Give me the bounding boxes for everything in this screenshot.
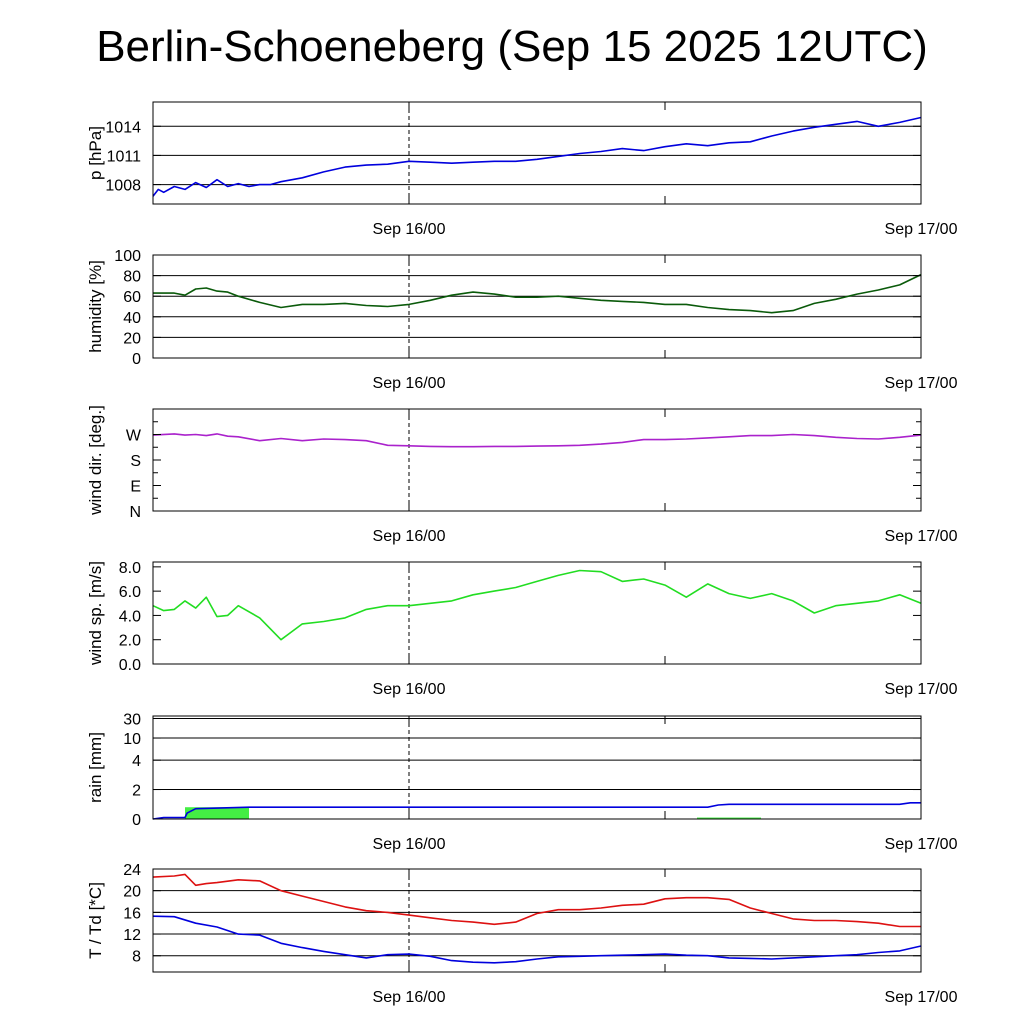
humidity-ytick-label-0: 0 (132, 351, 141, 368)
wind-speed-panel-frame (152, 561, 922, 665)
rain-series-line-0 (152, 801, 921, 820)
humidity-panel-frame (152, 254, 922, 359)
pressure-panel-frame (152, 101, 922, 205)
rain-bar-1 (697, 817, 761, 819)
rain-ytick-label-0: 0 (132, 812, 141, 829)
temperature-ytick-label-2: 16 (123, 905, 141, 922)
wind-speed-ytick-label-1: 2.0 (119, 633, 141, 650)
temperature-ytick-label-3: 20 (123, 884, 141, 901)
rain-axis-title: rain [mm] (86, 732, 105, 803)
wind-direction-series-line-0 (152, 433, 922, 448)
temperature-series-line-1 (152, 915, 922, 964)
chart-title: Berlin-Schoeneberg (Sep 15 2025 12UTC) (96, 22, 928, 71)
wind-direction-ytick-label-1: E (130, 479, 141, 496)
wind-speed-ytick-label-3: 6.0 (119, 584, 141, 601)
temperature-series-line-0 (152, 873, 921, 928)
temperature-xtick-label-0: Sep 16/00 (373, 989, 446, 1006)
rain-bar-0 (185, 807, 249, 819)
temperature-xtick-label-1: Sep 17/00 (885, 989, 958, 1006)
wind-direction-axis-title: wind dir. [deg.] (86, 405, 105, 516)
wind-direction-panel-frame (152, 408, 922, 512)
rain-ytick-label-4: 30 (123, 711, 141, 728)
pressure-xtick-label-0: Sep 16/00 (373, 221, 446, 238)
temperature-panel-frame (152, 868, 922, 973)
humidity-ytick-label-2: 40 (123, 310, 141, 327)
wind-speed-xtick-label-1: Sep 17/00 (885, 681, 958, 698)
humidity-ytick-label-5: 100 (114, 248, 141, 265)
wind-speed-ytick-label-4: 8.0 (119, 560, 141, 577)
wind-direction-xtick-label-1: Sep 17/00 (885, 528, 958, 545)
wind-direction-xtick-label-0: Sep 16/00 (373, 528, 446, 545)
pressure-ytick-label-0: 1008 (105, 178, 141, 195)
temperature-axis-title: T / Td [*C] (86, 882, 105, 959)
wind-speed-ytick-label-2: 4.0 (119, 608, 141, 625)
rain-ytick-label-1: 2 (132, 783, 141, 800)
wind-direction-ytick-label-0: N (129, 504, 141, 521)
pressure-ytick-label-2: 1014 (105, 119, 141, 136)
wind-speed-series-line-0 (152, 569, 922, 641)
humidity-ytick-label-3: 60 (123, 289, 141, 306)
humidity-ytick-label-4: 80 (123, 269, 141, 286)
humidity-xtick-label-0: Sep 16/00 (373, 375, 446, 392)
humidity-axis-title: humidity [%] (86, 260, 105, 353)
pressure-series-line-0 (152, 116, 922, 197)
temperature-ytick-label-4: 24 (123, 862, 141, 879)
humidity-xtick-label-1: Sep 17/00 (885, 375, 958, 392)
rain-xtick-label-1: Sep 17/00 (885, 836, 958, 853)
rain-ytick-label-2: 4 (132, 753, 141, 770)
wind-direction-ytick-label-2: S (130, 453, 141, 470)
wind-speed-xtick-label-0: Sep 16/00 (373, 681, 446, 698)
rain-ytick-label-3: 10 (123, 731, 141, 748)
pressure-axis-title: p [hPa] (86, 126, 105, 180)
temperature-ytick-label-1: 12 (123, 927, 141, 944)
wind-direction-ytick-label-3: W (126, 428, 142, 445)
temperature-ytick-label-0: 8 (132, 949, 141, 966)
wind-speed-ytick-label-0: 0.0 (119, 657, 141, 674)
humidity-ytick-label-1: 20 (123, 330, 141, 347)
pressure-ytick-label-1: 1011 (107, 148, 142, 165)
rain-panel-frame (152, 715, 922, 820)
pressure-xtick-label-1: Sep 17/00 (885, 221, 958, 238)
humidity-series-line-0 (153, 273, 922, 314)
wind-speed-axis-title: wind sp. [m/s] (86, 561, 105, 666)
rain-xtick-label-0: Sep 16/00 (373, 836, 446, 853)
